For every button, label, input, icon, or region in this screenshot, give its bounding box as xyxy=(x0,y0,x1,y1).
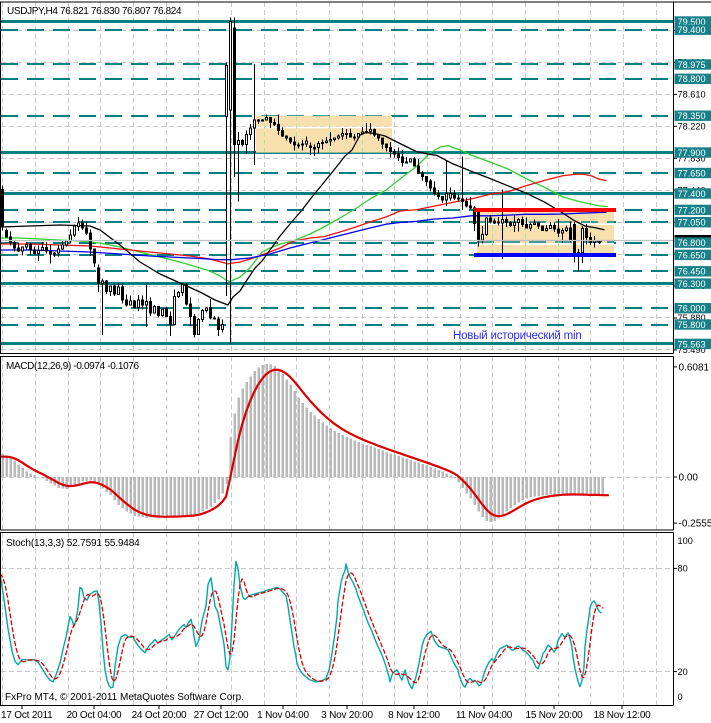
svg-text:Новый исторический min: Новый исторический min xyxy=(453,330,582,342)
svg-text:MACD(12,26,9) -0.0974 -0.1076: MACD(12,26,9) -0.0974 -0.1076 xyxy=(6,361,139,372)
svg-text:77.830: 77.830 xyxy=(678,154,706,164)
svg-text:78.220: 78.220 xyxy=(678,122,706,132)
svg-text:80: 80 xyxy=(678,564,688,574)
svg-text:24 Oct 20:00: 24 Oct 20:00 xyxy=(132,710,187,721)
svg-text:0.6081: 0.6081 xyxy=(679,362,710,373)
svg-text:USDJPY,H4 76.821 76.830 76.80: USDJPY,H4 76.821 76.830 76.807 76.824 xyxy=(7,6,182,17)
svg-text:8 Nov 12:00: 8 Nov 12:00 xyxy=(388,710,440,721)
svg-text:0.00: 0.00 xyxy=(679,472,699,483)
svg-text:77.650: 77.650 xyxy=(678,168,706,178)
svg-text:75.880: 75.880 xyxy=(678,313,706,323)
svg-text:76.800: 76.800 xyxy=(678,238,706,248)
svg-text:75.490: 75.490 xyxy=(678,345,706,355)
svg-text:0: 0 xyxy=(678,692,683,702)
svg-text:76.000: 76.000 xyxy=(678,304,706,314)
svg-text:15 Nov 20:00: 15 Nov 20:00 xyxy=(525,710,583,721)
svg-text:100: 100 xyxy=(678,536,693,546)
svg-text:Stoch(13,3,3) 52.7591 55.9484: Stoch(13,3,3) 52.7591 55.9484 xyxy=(6,538,140,549)
svg-text:75.800: 75.800 xyxy=(678,320,706,330)
svg-text:77.050: 77.050 xyxy=(678,218,706,228)
svg-text:78.610: 78.610 xyxy=(678,90,706,100)
svg-text:-0.2555: -0.2555 xyxy=(679,519,711,530)
svg-text:76.650: 76.650 xyxy=(678,250,706,260)
svg-text:20: 20 xyxy=(678,667,688,677)
svg-text:76.450: 76.450 xyxy=(678,267,706,277)
svg-text:18 Nov 12:00: 18 Nov 12:00 xyxy=(593,710,651,721)
svg-text:78.975: 78.975 xyxy=(678,60,706,70)
svg-text:76.300: 76.300 xyxy=(678,279,706,289)
svg-text:77.900: 77.900 xyxy=(678,148,706,158)
svg-text:11 Nov 04:00: 11 Nov 04:00 xyxy=(456,710,513,721)
svg-text:79.400: 79.400 xyxy=(678,25,706,35)
svg-text:FxPro MT4, © 2001-2011 MetaQuo: FxPro MT4, © 2001-2011 MetaQuotes Softwa… xyxy=(5,692,244,703)
svg-text:3 Nov 20:00: 3 Nov 20:00 xyxy=(321,710,373,721)
svg-text:79.500: 79.500 xyxy=(678,17,706,27)
svg-text:77.200: 77.200 xyxy=(678,205,706,215)
svg-text:78.350: 78.350 xyxy=(678,111,706,121)
svg-text:20 Oct 04:00: 20 Oct 04:00 xyxy=(67,710,122,721)
svg-text:78.800: 78.800 xyxy=(678,74,706,84)
svg-text:27 Oct 12:00: 27 Oct 12:00 xyxy=(194,710,249,721)
svg-text:1 Nov 04:00: 1 Nov 04:00 xyxy=(257,710,309,721)
svg-text:77.400: 77.400 xyxy=(678,189,706,199)
svg-text:17 Oct 2011: 17 Oct 2011 xyxy=(1,710,53,721)
svg-text:75.563: 75.563 xyxy=(678,339,706,349)
